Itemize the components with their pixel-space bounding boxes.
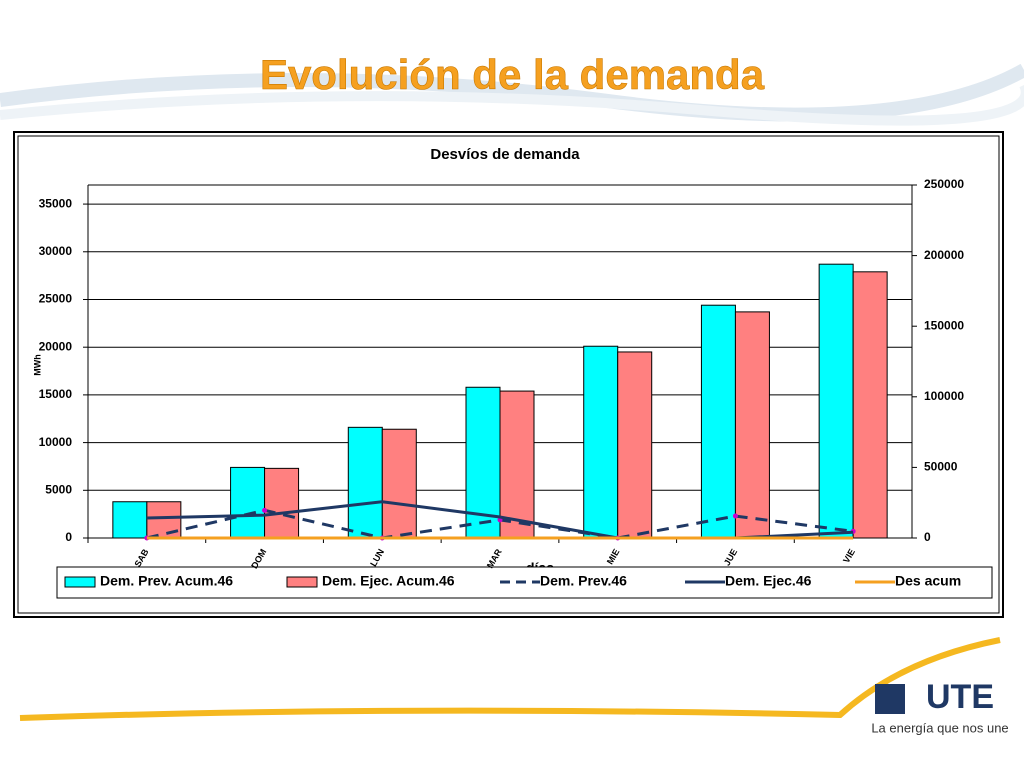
bar	[700, 304, 736, 539]
tagline: La energía que nos une	[871, 720, 1008, 735]
marker	[732, 513, 738, 519]
bar	[264, 467, 300, 539]
legend-label: Des acum	[895, 573, 961, 589]
y-tick-label: 25000	[39, 292, 73, 306]
bar	[583, 345, 619, 539]
y2-tick-label: 100000	[924, 389, 964, 403]
chart-frame-inner	[17, 135, 1000, 614]
slide-title: Evolución de la demanda	[260, 51, 765, 98]
chart-title: Desvíos de demanda	[430, 146, 580, 163]
bar	[852, 271, 888, 539]
bar	[112, 501, 148, 539]
logo-mark	[875, 684, 905, 714]
y-tick-label: 35000	[39, 196, 73, 210]
legend-label: Dem. Prev. Acum.46	[100, 573, 233, 589]
y-tick-label: 15000	[39, 387, 73, 401]
logo: UTE	[926, 678, 994, 716]
y2-tick-label: 200000	[924, 248, 964, 262]
y-tick-label: 10000	[39, 435, 73, 449]
y-tick-label: 0	[65, 530, 72, 544]
y2-tick-label: 250000	[924, 177, 964, 191]
legend-label: Dem. Prev.46	[540, 573, 627, 589]
bar	[499, 390, 535, 539]
bar	[381, 428, 417, 539]
legend-label: Dem. Ejec.46	[725, 573, 812, 589]
bar	[347, 426, 383, 539]
y-tick-label: 20000	[39, 339, 73, 353]
bar	[617, 351, 653, 539]
bar	[230, 466, 266, 539]
y-tick-label: 30000	[39, 244, 73, 258]
y-tick-label: 5000	[45, 482, 72, 496]
marker	[262, 507, 268, 513]
bar	[734, 311, 770, 539]
decor-line	[19, 637, 1001, 721]
y2-tick-label: 150000	[924, 318, 964, 332]
y2-tick-label: 50000	[924, 460, 958, 474]
y2-tick-label: 0	[924, 530, 931, 544]
legend-swatch	[64, 576, 96, 588]
decor-swoosh	[0, 84, 1024, 126]
y-axis-label: MWh	[32, 354, 42, 376]
legend-swatch	[286, 576, 318, 588]
bar	[818, 263, 854, 539]
legend-label: Dem. Ejec. Acum.46	[322, 573, 455, 589]
